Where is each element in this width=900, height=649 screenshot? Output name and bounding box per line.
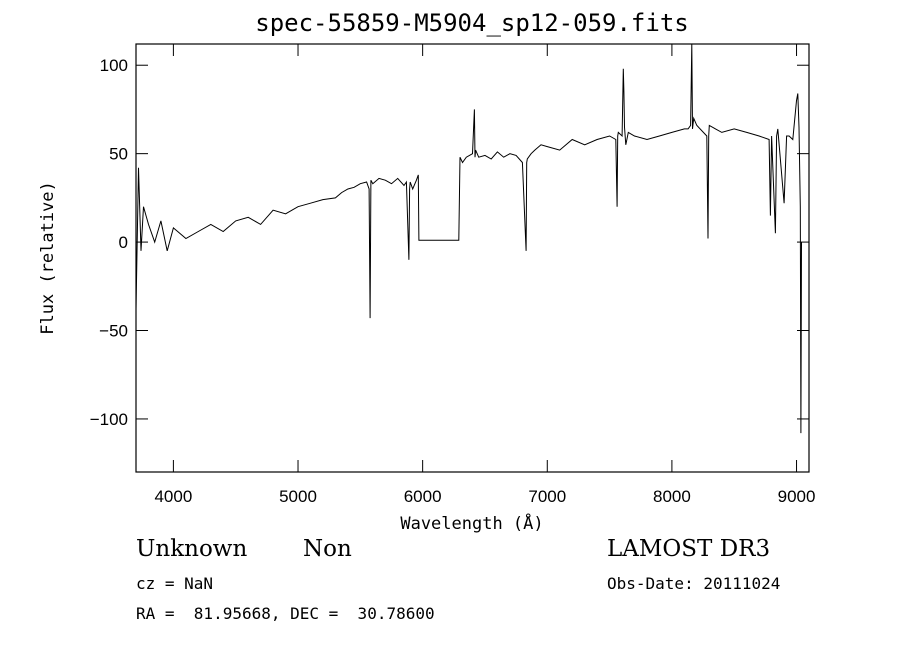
y-tick-label: −50	[99, 322, 128, 341]
object-subclass: Non	[303, 536, 352, 562]
y-tick-label: −100	[90, 410, 128, 429]
survey-name: LAMOST DR3	[607, 536, 771, 562]
x-axis-ticks: 4000 5000 6000 7000 8000 9000	[154, 44, 815, 506]
plot-frame	[135, 43, 810, 473]
flux-series-line	[135, 43, 802, 434]
y-tick-label: 50	[109, 145, 128, 164]
object-class: Unknown	[136, 536, 248, 562]
y-axis-label: Flux (relative)	[38, 181, 58, 335]
redshift-cz: cz = NaN	[136, 574, 214, 593]
x-tick-label: 6000	[404, 487, 442, 506]
ra-dec-coordinates: RA = 81.95668, DEC = 30.78600	[136, 604, 435, 623]
x-tick-label: 4000	[154, 487, 192, 506]
y-tick-label: 100	[100, 56, 128, 75]
x-axis-label: Wavelength (Å)	[400, 512, 543, 534]
x-tick-label: 5000	[279, 487, 317, 506]
observation-date: Obs-Date: 20111024	[607, 574, 781, 593]
y-axis-ticks: −100 −50 0 50 100	[90, 56, 809, 429]
chart-title: spec-55859-M5904_sp12-059.fits	[255, 9, 688, 37]
x-tick-label: 7000	[528, 487, 566, 506]
x-tick-label: 8000	[653, 487, 691, 506]
x-tick-label: 9000	[778, 487, 816, 506]
y-tick-label: 0	[119, 233, 128, 252]
